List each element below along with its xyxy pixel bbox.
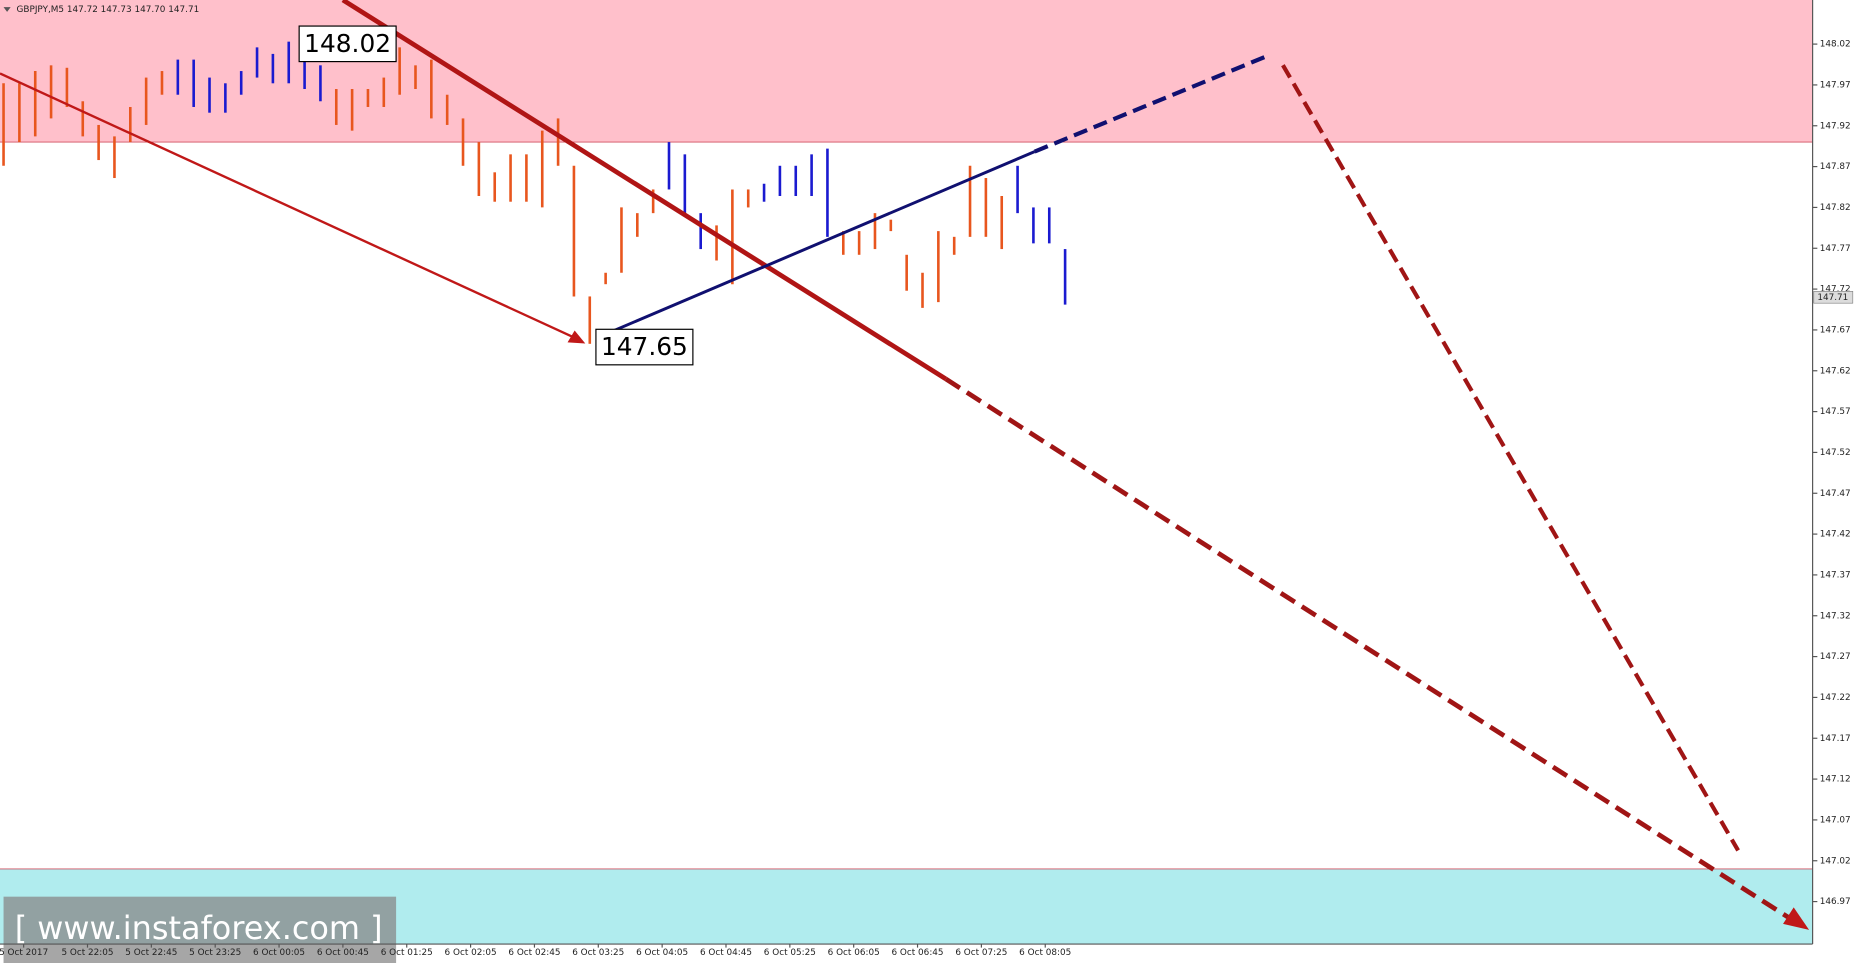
arrow-head <box>1783 907 1810 930</box>
x-tick-label: 5 Oct 2017 <box>0 948 48 958</box>
y-tick-label: 147.17 <box>1820 734 1851 744</box>
x-tick-label: 6 Oct 05:25 <box>764 948 816 958</box>
y-tick-label: 147.12 <box>1820 775 1851 785</box>
x-tick-label: 6 Oct 06:45 <box>892 948 944 958</box>
x-tick-label: 5 Oct 22:05 <box>61 948 113 958</box>
x-tick-label: 6 Oct 01:25 <box>381 948 433 958</box>
y-tick-label: 147.97 <box>1820 80 1851 90</box>
y-tick-label: 147.07 <box>1820 815 1851 825</box>
y-tick-label: 147.37 <box>1820 570 1851 580</box>
annotation: 147.65 <box>601 332 688 361</box>
header: GBPJPY,M5 147.72 147.73 147.70 147.71 <box>17 5 200 15</box>
last-price: 147.71 <box>1817 293 1848 303</box>
y-tick-label: 147.27 <box>1820 652 1851 662</box>
y-tick-label: 147.92 <box>1820 121 1851 131</box>
x-tick-label: 5 Oct 23:25 <box>189 948 241 958</box>
header-icon <box>3 7 11 12</box>
x-tick-label: 6 Oct 00:05 <box>253 948 305 958</box>
last-price-box <box>1813 291 1854 304</box>
y-tick-label: 147.62 <box>1820 366 1851 376</box>
y-tick-label: 148.02 <box>1820 40 1851 50</box>
drawings <box>0 0 1810 930</box>
x-tick-label: 6 Oct 02:45 <box>508 948 560 958</box>
y-tick-label: 147.22 <box>1820 693 1851 703</box>
y-tick-label: 147.52 <box>1820 448 1851 458</box>
trend-line <box>602 150 1036 337</box>
watermark-box <box>3 896 397 963</box>
y-tick-label: 147.47 <box>1820 489 1851 499</box>
watermark: [ www.instaforex.com ] <box>15 909 383 947</box>
x-tick-label: 6 Oct 00:45 <box>317 948 369 958</box>
x-tick-label: 6 Oct 02:05 <box>445 948 497 958</box>
y-tick-label: 147.67 <box>1820 325 1851 335</box>
y-tick-label: 147.87 <box>1820 162 1851 172</box>
y-tick-label: 147.77 <box>1820 244 1851 254</box>
y-tick-label: 147.32 <box>1820 611 1851 621</box>
forecast-line <box>1281 64 1740 852</box>
annotation-box <box>298 25 397 63</box>
x-tick-label: 6 Oct 03:25 <box>572 948 624 958</box>
x-tick-label: 6 Oct 04:45 <box>700 948 752 958</box>
y-tick-label: 147.57 <box>1820 407 1851 417</box>
arrow-head <box>567 330 586 344</box>
y-tick-label: 147.42 <box>1820 530 1851 540</box>
forecast-line <box>944 377 1797 924</box>
y-tick-label: 146.97 <box>1820 897 1851 907</box>
x-tick-label: 6 Oct 07:25 <box>955 948 1007 958</box>
annotation-box <box>595 328 694 366</box>
resistance-zone <box>0 0 1813 143</box>
trend-line <box>341 0 948 382</box>
x-tick-label: 6 Oct 08:05 <box>1019 948 1071 958</box>
x-tick-label: 6 Oct 06:05 <box>828 948 880 958</box>
y-tick-label: 147.82 <box>1820 203 1851 213</box>
x-tick-label: 5 Oct 22:45 <box>125 948 177 958</box>
trend-line <box>0 72 580 342</box>
annotation: 148.02 <box>304 29 391 58</box>
x-tick-label: 6 Oct 04:05 <box>636 948 688 958</box>
y-tick-label: 147.02 <box>1820 856 1851 866</box>
y-tick-label: 147.72 <box>1820 285 1851 295</box>
